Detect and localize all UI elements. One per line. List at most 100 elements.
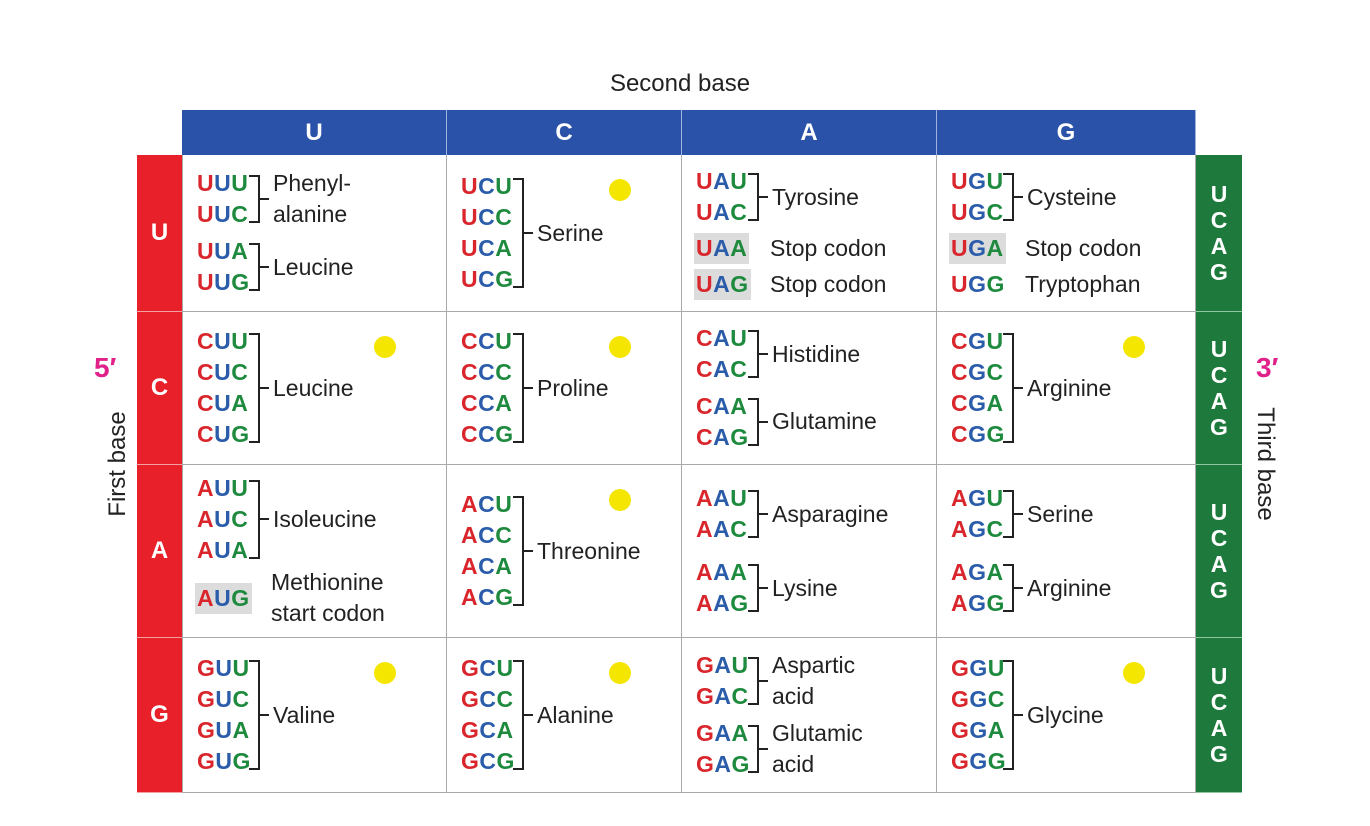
bracket-tick <box>260 714 269 716</box>
bracket-tick <box>759 587 768 589</box>
codon-letter: C <box>496 686 514 712</box>
amino-acid: Arginine <box>1027 374 1112 401</box>
codon: GUG <box>195 746 253 777</box>
bracket-tick <box>260 266 269 269</box>
codon-letter: U <box>215 686 233 712</box>
codon-letter: A <box>713 168 731 194</box>
codon-letter: G <box>986 421 1005 447</box>
codon: UAC <box>694 197 749 228</box>
codon-group: GAA GAG Glutamic acid <box>694 718 936 780</box>
codon-group: CGU CGC CGA CGG Arginine <box>949 326 1195 450</box>
codon: GCC <box>459 684 516 715</box>
codon-list: CUU CUC CUA CUG <box>195 326 259 450</box>
codon-letter: G <box>968 199 987 225</box>
codon-group: AGA AGG Arginine <box>949 557 1195 619</box>
three-prime: 3′ <box>1256 352 1279 383</box>
amino-acid: Glutamine <box>772 408 877 435</box>
codon-letter: G <box>696 751 715 777</box>
column-header: C <box>447 110 682 155</box>
bracket-tick <box>524 232 533 234</box>
codon-group: UGA Stop codon <box>949 233 1195 264</box>
codon: GAA <box>694 718 751 749</box>
codon-letter: U <box>214 200 232 227</box>
codon-letter: A <box>231 390 249 416</box>
codon-cell: GGU GGC GGA GGG Glycine <box>937 638 1196 793</box>
codon: UCG <box>459 264 516 295</box>
codon-group: ACU ACC ACA ACG Threonine <box>459 489 681 613</box>
codon-list: CCU CCC CCA CCG <box>459 326 523 450</box>
amino-acid: Leucine <box>273 253 354 280</box>
codon-letter: U <box>461 204 479 230</box>
amino-acid: Arginine <box>1027 574 1112 601</box>
amino-acid: Proline <box>537 374 609 401</box>
codon-letter: G <box>968 516 987 542</box>
codon-letter: A <box>696 590 714 616</box>
codon-list: GAA GAG <box>694 718 758 780</box>
codon-list: ACU ACC ACA ACG <box>459 489 523 613</box>
codon-letter: G <box>461 748 480 774</box>
codon-list: GAU GAC <box>694 650 758 712</box>
codon-letter: U <box>461 173 479 199</box>
codon-group: CCU CCC CCA CCG Proline <box>459 326 681 450</box>
codon-letter: C <box>478 235 496 261</box>
bracket <box>249 174 260 223</box>
codon-letter: C <box>951 328 969 354</box>
codon-letter: G <box>968 271 987 297</box>
codon-letter: U <box>730 168 748 194</box>
codon-letter: C <box>478 390 496 416</box>
codon: GAG <box>694 749 752 780</box>
codon-letter: U <box>987 655 1005 681</box>
codon-letter: G <box>968 359 987 385</box>
codon-letter: C <box>478 204 496 230</box>
codon-letter: G <box>231 584 250 611</box>
codon-letter: C <box>461 390 479 416</box>
bracket-tick <box>260 387 269 389</box>
codon-letter: C <box>461 328 479 354</box>
codon-letter: A <box>731 720 749 746</box>
codon-letter: C <box>478 173 496 199</box>
codon-letter: G <box>730 590 749 616</box>
codon-letter: G <box>231 421 250 447</box>
codon: CUA <box>195 388 250 419</box>
codon-letter: G <box>986 590 1005 616</box>
codon-group: GGU GGC GGA GGG Glycine <box>949 653 1195 777</box>
third-base-letter: C <box>1210 689 1228 715</box>
bracket <box>1003 660 1014 770</box>
codon: GGU <box>949 653 1007 684</box>
codon-letter: U <box>232 655 250 681</box>
codon: CCC <box>459 357 514 388</box>
codon-letter: G <box>495 421 514 447</box>
third-base-letter: G <box>1210 414 1228 440</box>
codon-letter: C <box>986 516 1004 542</box>
bracket <box>1003 333 1014 443</box>
codon: AGC <box>949 514 1006 545</box>
codon-letter: G <box>696 720 715 746</box>
codon: GUU <box>195 653 252 684</box>
codon-list: CAA CAG <box>694 391 758 453</box>
bracket <box>249 660 260 770</box>
bracket-tick <box>1014 714 1023 716</box>
codon-letter: U <box>951 199 969 225</box>
codon: ACG <box>459 582 516 613</box>
codon-letter: C <box>951 421 969 447</box>
codon-letter: U <box>696 271 714 297</box>
bracket-tick <box>759 680 768 682</box>
codon: GAU <box>694 650 751 681</box>
codon-letter: A <box>713 199 731 225</box>
codon-letter: C <box>197 390 215 416</box>
codon-letter: A <box>730 392 748 419</box>
codon-letter: G <box>986 271 1005 297</box>
yellow-dot <box>1123 336 1145 358</box>
codon-letter: G <box>951 748 970 774</box>
bracket-tick <box>1014 513 1023 515</box>
column-header: U <box>182 110 447 155</box>
third-base-letter: U <box>1210 336 1228 362</box>
codon-letter: C <box>730 516 748 542</box>
codon-letter: U <box>696 235 714 261</box>
codon-list: AGA AGG <box>949 557 1013 619</box>
codon: UUA <box>195 236 250 267</box>
codon-letter: C <box>478 584 496 610</box>
codon-letter: G <box>461 686 480 712</box>
